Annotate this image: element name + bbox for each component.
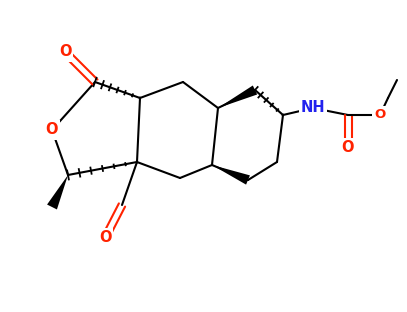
Text: O: O [374,109,385,121]
Polygon shape [212,165,250,185]
Text: O: O [46,123,58,138]
Text: NH: NH [301,100,325,115]
Polygon shape [47,175,68,209]
Text: O: O [99,231,111,246]
Text: O: O [59,45,71,60]
Polygon shape [218,85,257,108]
Text: O: O [342,140,354,155]
